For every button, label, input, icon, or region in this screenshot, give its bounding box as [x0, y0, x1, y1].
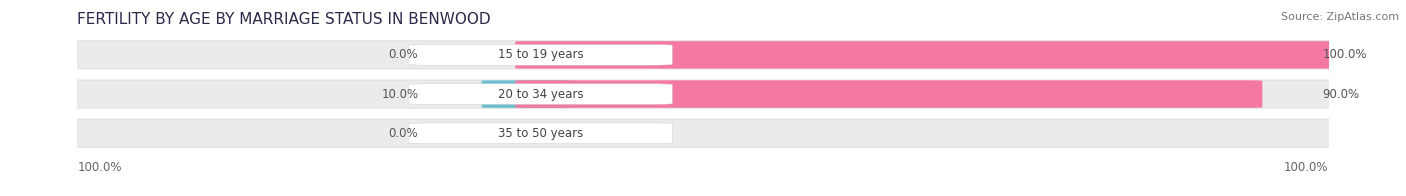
Text: 35 to 50 years: 35 to 50 years — [498, 127, 583, 140]
Text: 0.0%: 0.0% — [388, 127, 419, 140]
FancyBboxPatch shape — [515, 41, 1341, 69]
Text: 100.0%: 100.0% — [77, 161, 122, 174]
Text: Source: ZipAtlas.com: Source: ZipAtlas.com — [1281, 12, 1399, 22]
Text: 10.0%: 10.0% — [381, 88, 419, 101]
FancyBboxPatch shape — [408, 123, 672, 144]
Text: 20 to 34 years: 20 to 34 years — [498, 88, 583, 101]
Text: 100.0%: 100.0% — [1323, 48, 1367, 61]
Text: 0.0%: 0.0% — [388, 48, 419, 61]
FancyBboxPatch shape — [52, 41, 1354, 69]
FancyBboxPatch shape — [52, 80, 1354, 108]
Text: 90.0%: 90.0% — [1323, 88, 1360, 101]
Text: FERTILITY BY AGE BY MARRIAGE STATUS IN BENWOOD: FERTILITY BY AGE BY MARRIAGE STATUS IN B… — [77, 12, 491, 27]
FancyBboxPatch shape — [515, 80, 1263, 108]
FancyBboxPatch shape — [408, 44, 672, 65]
FancyBboxPatch shape — [408, 84, 672, 104]
FancyBboxPatch shape — [481, 80, 572, 108]
Text: 100.0%: 100.0% — [1284, 161, 1329, 174]
FancyBboxPatch shape — [52, 119, 1354, 147]
Text: 15 to 19 years: 15 to 19 years — [498, 48, 583, 61]
